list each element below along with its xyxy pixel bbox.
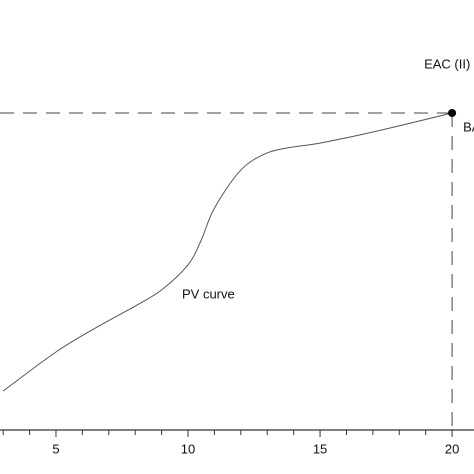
pv-curve <box>2 112 453 392</box>
point-side-label: BAC <box>463 119 474 134</box>
point-label: EAC (II) <box>424 56 470 71</box>
x-tick-label: 5 <box>52 441 59 456</box>
x-tick-label: 10 <box>181 441 195 456</box>
x-tick-label: 15 <box>313 441 327 456</box>
series-label: PV curve <box>182 286 235 301</box>
x-tick-label: 20 <box>445 441 459 456</box>
eac-point <box>448 109 457 117</box>
